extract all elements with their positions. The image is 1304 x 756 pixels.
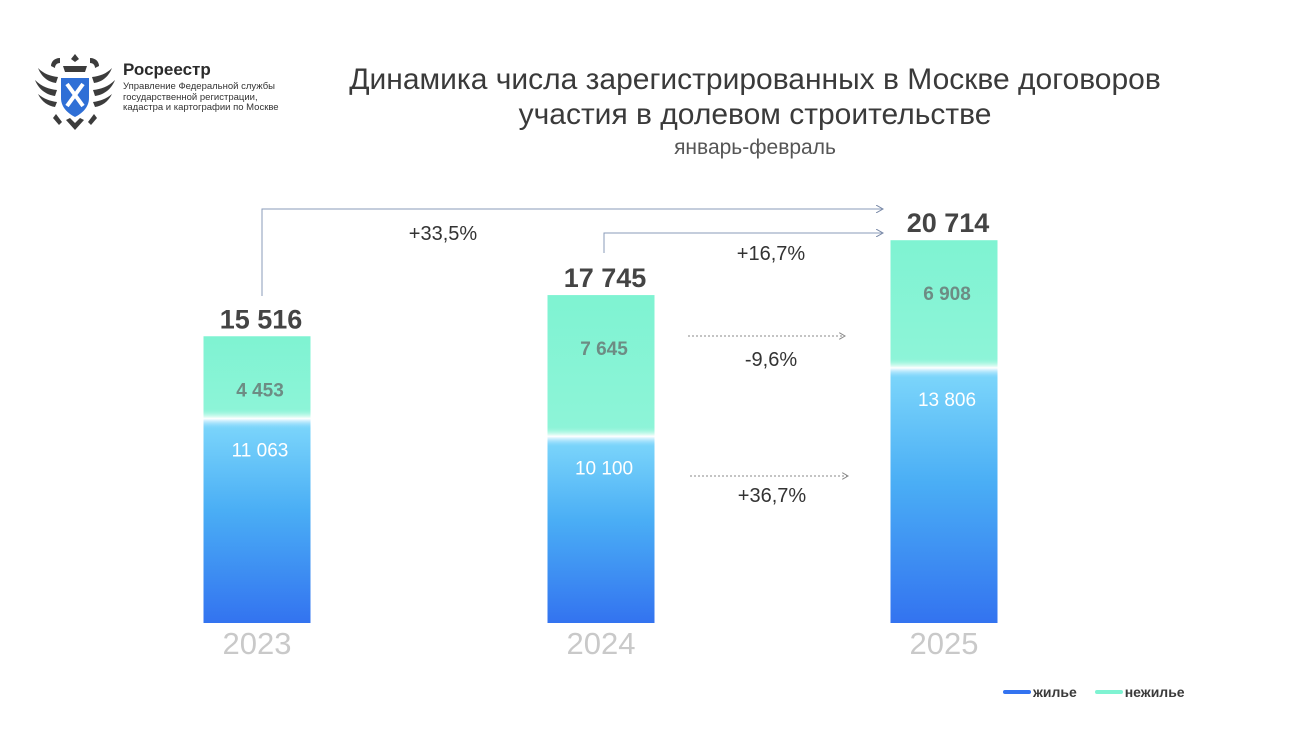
double-headed-eagle-emblem-icon — [35, 54, 115, 130]
bar-nonresidential-2023 — [203, 336, 311, 419]
change-label-nonresidential: -9,6% — [745, 349, 797, 371]
x-tick-label-2023: 2023 — [223, 626, 292, 661]
legend-label-residential: жилье — [1033, 684, 1077, 700]
total-label-2025: 20 714 — [907, 208, 990, 238]
legend-item-residential: жилье — [1003, 684, 1077, 700]
bar-segment-blend-2024 — [547, 426, 655, 447]
bar-segment-blend-2025 — [890, 357, 998, 378]
bar-residential-2024 — [547, 436, 655, 623]
bar-residential-2025 — [890, 367, 998, 623]
org-name: Росреестр — [123, 60, 211, 79]
chart-subtitle: январь-февраль — [674, 136, 836, 159]
legend-label-nonresidential: нежилье — [1124, 684, 1185, 700]
bar-nonresidential-2024 — [547, 295, 655, 437]
total-label-2024: 17 745 — [564, 263, 647, 293]
segment-label-residential-2025: 13 806 — [918, 390, 976, 411]
legend-item-nonresidential: нежилье — [1094, 684, 1185, 700]
bar-segment-blend-2023 — [203, 408, 311, 429]
x-tick-label-2024: 2024 — [567, 626, 636, 661]
legend-swatch-residential — [1003, 690, 1031, 694]
x-tick-label-2025: 2025 — [910, 626, 979, 661]
growth-arrow-2024-2025 — [603, 233, 883, 253]
segment-label-nonresidential-2024: 7 645 — [580, 339, 628, 360]
segment-label-residential-2023: 11 063 — [232, 441, 289, 462]
bar-residential-2023 — [203, 418, 311, 623]
segment-label-nonresidential-2023: 4 453 — [236, 380, 284, 401]
rosreestr-logo: Росреестр Управление Федеральной службы … — [30, 44, 300, 140]
chart-title: Динамика числа зарегистрированных в Моск… — [349, 63, 1161, 131]
total-label-2023: 15 516 — [220, 304, 303, 334]
growth-arrow-2023-2025 — [261, 209, 883, 296]
growth-label-2024-2025: +16,7% — [737, 243, 806, 265]
chart-legend: жилье нежилье — [1003, 681, 1199, 700]
segment-label-residential-2024: 10 100 — [575, 458, 633, 479]
segment-label-nonresidential-2025: 6 908 — [923, 284, 971, 305]
bar-nonresidential-2025 — [890, 240, 998, 368]
legend-swatch-nonresidential — [1094, 690, 1123, 694]
org-subtitle: Управление Федеральной службы государств… — [123, 81, 279, 113]
change-label-residential: +36,7% — [738, 485, 807, 507]
growth-label-2023-2025: +33,5% — [409, 223, 478, 245]
